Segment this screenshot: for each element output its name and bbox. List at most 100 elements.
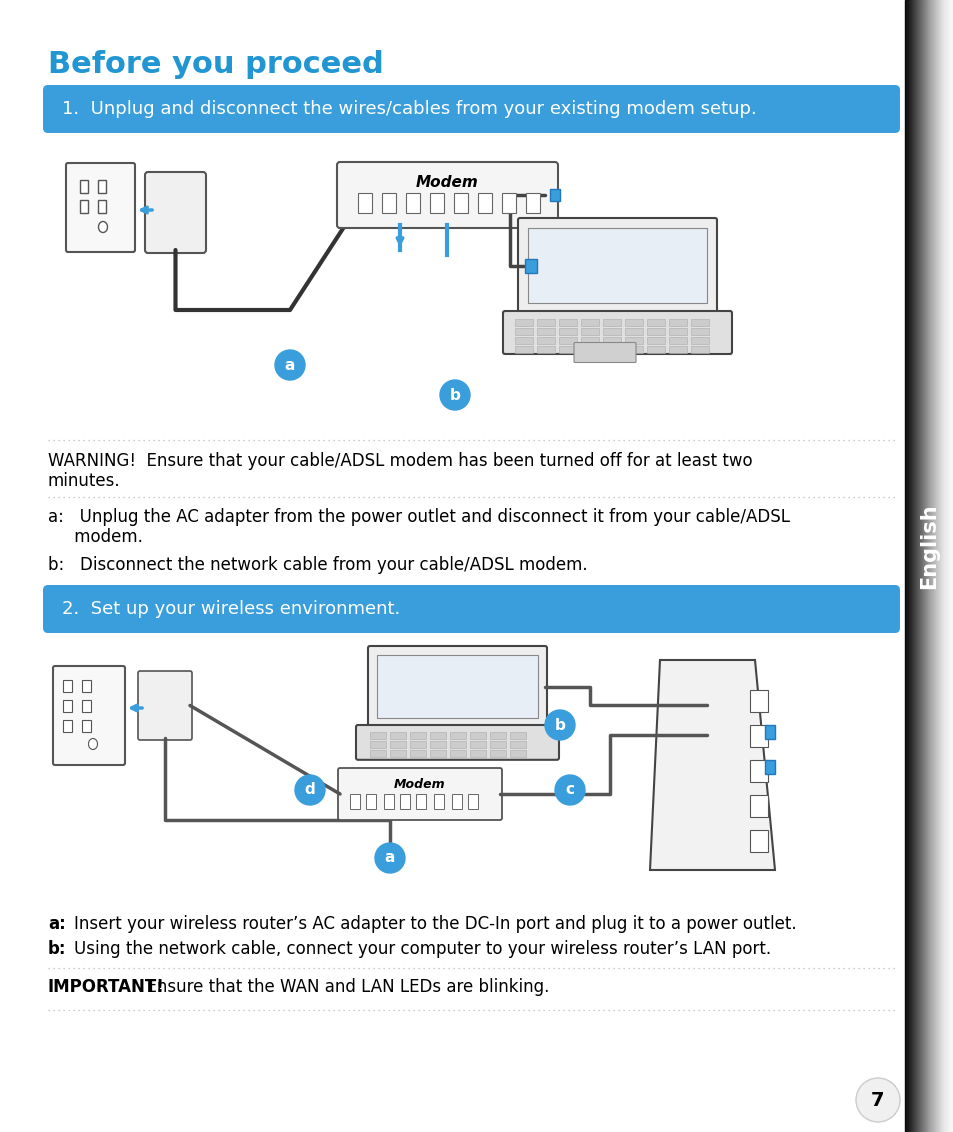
Circle shape xyxy=(274,350,305,380)
Bar xyxy=(952,0,953,1132)
Bar xyxy=(624,318,642,326)
Text: Using the network cable, connect your computer to your wireless router’s LAN por: Using the network cable, connect your co… xyxy=(74,940,770,958)
Bar xyxy=(924,0,925,1132)
Bar xyxy=(947,0,948,1132)
Bar xyxy=(558,318,577,326)
FancyBboxPatch shape xyxy=(43,85,899,132)
Bar xyxy=(624,327,642,335)
Bar xyxy=(452,794,461,809)
Circle shape xyxy=(544,710,575,740)
Text: Ensure that the WAN and LAN LEDs are blinking.: Ensure that the WAN and LAN LEDs are bli… xyxy=(136,978,549,996)
Bar xyxy=(904,0,905,1132)
Bar xyxy=(933,0,934,1132)
Bar xyxy=(909,0,911,1132)
Text: WARNING!  Ensure that your cable/ADSL modem has been turned off for at least two: WARNING! Ensure that your cable/ADSL mod… xyxy=(48,452,752,470)
Bar xyxy=(490,741,505,748)
Bar xyxy=(915,0,916,1132)
Bar xyxy=(550,189,559,201)
Bar xyxy=(939,0,940,1132)
Bar xyxy=(945,0,946,1132)
Circle shape xyxy=(439,380,470,410)
Bar xyxy=(537,327,555,335)
Bar xyxy=(942,0,943,1132)
Bar xyxy=(370,741,386,748)
Bar xyxy=(390,741,406,748)
Bar xyxy=(646,345,664,352)
Circle shape xyxy=(555,775,584,805)
Bar xyxy=(941,0,942,1132)
Bar xyxy=(537,345,555,352)
Bar xyxy=(690,318,708,326)
Bar xyxy=(410,741,426,748)
Bar xyxy=(907,0,909,1132)
Bar xyxy=(917,0,918,1132)
Bar xyxy=(937,0,938,1132)
Bar xyxy=(937,0,938,1132)
FancyBboxPatch shape xyxy=(368,646,546,727)
Bar xyxy=(935,0,936,1132)
Bar xyxy=(912,0,913,1132)
Bar xyxy=(929,0,930,1132)
Bar xyxy=(490,751,505,757)
Bar xyxy=(922,0,923,1132)
Bar xyxy=(646,336,664,344)
Text: b:: b: xyxy=(48,940,67,958)
Bar xyxy=(940,0,941,1132)
Bar xyxy=(931,0,932,1132)
Bar xyxy=(943,0,945,1132)
Bar xyxy=(80,180,88,192)
Bar xyxy=(941,0,942,1132)
Bar xyxy=(928,0,929,1132)
Bar xyxy=(926,0,928,1132)
Bar xyxy=(909,0,910,1132)
Bar xyxy=(933,0,935,1132)
Bar xyxy=(906,0,907,1132)
Text: b: b xyxy=(449,387,460,403)
Bar xyxy=(537,318,555,326)
Bar xyxy=(525,192,539,213)
Bar xyxy=(430,741,446,748)
Bar xyxy=(938,0,939,1132)
Text: Insert your wireless router’s AC adapter to the DC-In port and plug it to a powe: Insert your wireless router’s AC adapter… xyxy=(74,915,796,933)
Ellipse shape xyxy=(89,738,97,749)
Bar xyxy=(927,0,928,1132)
Bar xyxy=(690,345,708,352)
Bar xyxy=(602,345,620,352)
Bar xyxy=(936,0,937,1132)
Bar xyxy=(580,327,598,335)
Bar xyxy=(907,0,908,1132)
Bar xyxy=(908,0,909,1132)
Bar xyxy=(932,0,933,1132)
Bar xyxy=(82,700,91,712)
Bar xyxy=(923,0,924,1132)
Bar xyxy=(527,228,706,303)
Circle shape xyxy=(855,1078,899,1122)
Bar xyxy=(948,0,949,1132)
Bar xyxy=(668,336,686,344)
Bar xyxy=(602,336,620,344)
FancyBboxPatch shape xyxy=(138,671,192,740)
Bar xyxy=(926,0,927,1132)
Bar xyxy=(376,655,537,718)
Bar xyxy=(690,336,708,344)
Bar xyxy=(370,732,386,739)
Bar xyxy=(468,794,477,809)
Text: 1.  Unplug and disconnect the wires/cables from your existing modem setup.: 1. Unplug and disconnect the wires/cable… xyxy=(62,100,756,118)
Bar xyxy=(624,345,642,352)
Bar xyxy=(390,732,406,739)
Text: modem.: modem. xyxy=(48,528,143,546)
Text: a:   Unplug the AC adapter from the power outlet and disconnect it from your cab: a: Unplug the AC adapter from the power … xyxy=(48,508,789,526)
Bar xyxy=(923,0,924,1132)
Bar xyxy=(580,336,598,344)
Bar xyxy=(370,751,386,757)
Bar xyxy=(524,258,537,273)
Bar xyxy=(906,0,907,1132)
Bar xyxy=(942,0,943,1132)
Text: 2.  Set up your wireless environment.: 2. Set up your wireless environment. xyxy=(62,600,400,618)
Bar xyxy=(515,345,533,352)
Text: a:: a: xyxy=(48,915,66,933)
Bar xyxy=(450,751,465,757)
Bar xyxy=(749,795,767,817)
Bar xyxy=(904,0,905,1132)
Bar xyxy=(918,0,920,1132)
